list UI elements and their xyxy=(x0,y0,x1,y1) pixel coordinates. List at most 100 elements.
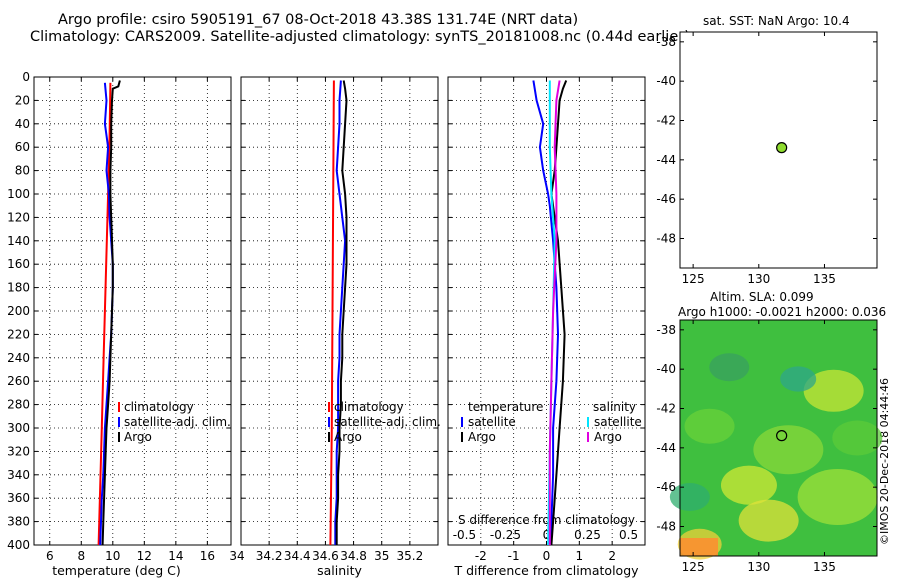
series-line-argo xyxy=(101,80,121,546)
x-axis-label: salinity xyxy=(317,563,362,578)
sla-map-sla-blob xyxy=(803,369,864,412)
y-tick-label: 200 xyxy=(7,304,30,318)
y-tick-label: -46 xyxy=(656,192,676,206)
x-tick-label: 130 xyxy=(747,272,770,286)
sla-map-sla-blob xyxy=(832,420,883,456)
sla-map-title-line2: Argo h1000: -0.0021 h2000: 0.036 xyxy=(678,305,887,319)
y-tick-label: -38 xyxy=(656,35,676,49)
x-top-tick-label: -0.25 xyxy=(490,528,521,542)
x-tick-label: 35.2 xyxy=(396,549,423,563)
y-tick-label: 180 xyxy=(7,281,30,295)
y-tick-label: -38 xyxy=(656,323,676,337)
x-top-tick-label: -0.5 xyxy=(453,528,476,542)
legend-label: satellite-adj. clim. xyxy=(334,415,441,429)
sla-map-sla-blob xyxy=(684,408,735,444)
sla-map-argo-location xyxy=(776,430,788,442)
temperature-panel xyxy=(33,76,232,546)
y-tick-label: 60 xyxy=(15,140,30,154)
salinity-panel xyxy=(240,76,439,546)
x-top-tick-label: 0.25 xyxy=(574,528,601,542)
y-tick-label: 240 xyxy=(7,351,30,365)
series-line-satellite xyxy=(334,80,347,545)
sla-map-sla-blob xyxy=(780,366,817,392)
y-tick-label: 220 xyxy=(7,327,30,341)
x-tick-label: 1 xyxy=(576,549,584,563)
y-tick-label: -48 xyxy=(656,232,676,246)
x-tick-label: 10 xyxy=(105,549,120,563)
series-line-climatology xyxy=(329,80,335,546)
y-tick-label: 260 xyxy=(7,374,30,388)
y-tick-label: 40 xyxy=(15,117,30,131)
series-line-argo xyxy=(335,80,348,545)
difference-panel xyxy=(447,76,646,546)
legend-title: temperature xyxy=(468,400,543,414)
y-tick-label: 360 xyxy=(7,491,30,505)
series-line-s-argo xyxy=(548,80,561,545)
series-line-t-argo xyxy=(550,80,568,546)
x-top-tick-label: 0.5 xyxy=(619,528,638,542)
legend-label: Argo xyxy=(334,430,362,444)
x-tick-label: 6 xyxy=(46,549,54,563)
y-tick-label: 0 xyxy=(22,70,30,84)
sla-map-title-line1: Altim. SLA: 0.099 xyxy=(710,290,814,304)
x-tick-label: 34.6 xyxy=(312,549,339,563)
x-tick-label: 125 xyxy=(682,560,705,574)
y-tick-label: -46 xyxy=(656,480,676,494)
legend-label: satellite xyxy=(468,415,516,429)
x-tick-label: 34.8 xyxy=(340,549,367,563)
y-tick-label: 280 xyxy=(7,398,30,412)
sla-map-sla-blob xyxy=(720,465,777,505)
series-line-t-satellite xyxy=(532,80,560,546)
figure-title-line2: Climatology: CARS2009. Satellite-adjuste… xyxy=(30,29,690,45)
x-tick-label: 16 xyxy=(200,549,215,563)
y-tick-label: 100 xyxy=(7,187,30,201)
y-tick-label: -40 xyxy=(656,362,676,376)
legend-label: Argo xyxy=(124,430,152,444)
y-tick-label: 380 xyxy=(7,515,30,529)
x-tick-label: 34 xyxy=(229,549,244,563)
legend-title: salinity xyxy=(593,400,636,414)
x-axis-label: T difference from climatology xyxy=(453,563,639,578)
legend-label: Argo xyxy=(468,430,496,444)
x-top-axis-label: S difference from climatology xyxy=(458,513,635,527)
x-tick-label: 4 xyxy=(25,549,33,563)
y-tick-label: 300 xyxy=(7,421,30,435)
sla-map-sla-blob xyxy=(797,469,878,525)
y-tick-label: 320 xyxy=(7,444,30,458)
y-tick-label: -44 xyxy=(656,153,676,167)
figure-title-line1: Argo profile: csiro 5905191_67 08-Oct-20… xyxy=(58,12,579,28)
y-tick-label: -48 xyxy=(656,520,676,534)
sla-map xyxy=(679,319,878,557)
sla-map-sla-blob xyxy=(680,538,718,556)
sla-map-sla-blob xyxy=(709,353,750,382)
y-tick-label: 20 xyxy=(15,93,30,107)
sla-map-sla-blob xyxy=(738,499,799,542)
y-tick-label: 160 xyxy=(7,257,30,271)
x-tick-label: -1 xyxy=(508,549,520,563)
x-tick-label: 135 xyxy=(813,272,836,286)
x-tick-label: 125 xyxy=(682,272,705,286)
y-tick-label: -40 xyxy=(656,74,676,88)
y-tick-label: 80 xyxy=(15,164,30,178)
x-tick-label: 34.4 xyxy=(284,549,311,563)
x-tick-label: 12 xyxy=(137,549,152,563)
y-tick-label: 140 xyxy=(7,234,30,248)
x-tick-label: 8 xyxy=(77,549,85,563)
sst-map-title: sat. SST: NaN Argo: 10.4 xyxy=(703,14,850,28)
x-tick-label: 0 xyxy=(543,549,551,563)
x-tick-label: 14 xyxy=(168,549,183,563)
legend-label: Argo xyxy=(594,430,622,444)
x-tick-label: 34.2 xyxy=(256,549,283,563)
legend-label: climatology xyxy=(124,400,194,414)
x-axis-label: temperature (deg C) xyxy=(52,563,181,578)
y-tick-label: -42 xyxy=(656,114,676,128)
y-tick-label: 340 xyxy=(7,468,30,482)
x-top-tick-label: 0 xyxy=(543,528,551,542)
x-tick-label: -2 xyxy=(475,549,487,563)
x-tick-label: 135 xyxy=(813,560,836,574)
sla-map-sla-blob xyxy=(753,425,824,475)
y-tick-label: -42 xyxy=(656,402,676,416)
x-tick-label: 35 xyxy=(374,549,389,563)
legend-label: satellite-adj. clim. xyxy=(124,415,231,429)
